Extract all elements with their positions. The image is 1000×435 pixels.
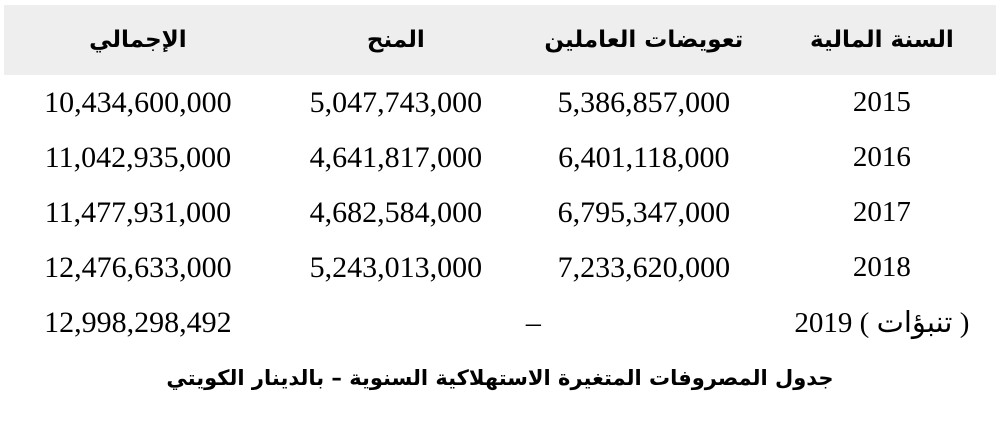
column-header-grants: المنح: [366, 27, 425, 53]
column-header-employee-compensation: تعويضات العاملين: [544, 27, 744, 53]
cell-grants: 5,243,013,000: [309, 250, 483, 284]
table-row-2017: 2017 6,795,347,000 4,682,584,000 11,477,…: [4, 185, 996, 240]
table-row-2016: 2016 6,401,118,000 4,641,817,000 11,042,…: [4, 130, 996, 185]
cell-fiscal-year: 2018: [852, 251, 911, 283]
cell-grants: 4,641,817,000: [309, 140, 483, 174]
table-row-2015: 2015 5,386,857,000 5,047,743,000 10,434,…: [4, 75, 996, 130]
cell-fiscal-year: ( تنبؤات ) 2019: [794, 307, 970, 339]
cell-grants: 4,682,584,000: [309, 195, 483, 229]
cell-total: 11,042,935,000: [44, 140, 232, 174]
cell-employee-compensation: 6,795,347,000: [557, 195, 731, 229]
column-header-total: الإجمالي: [89, 27, 187, 53]
table-row-2019-forecast: ( تنبؤات ) 2019 – 12,998,298,492: [4, 295, 996, 350]
table-row-2018: 2018 7,233,620,000 5,243,013,000 12,476,…: [4, 240, 996, 295]
cell-total: 10,434,600,000: [44, 85, 232, 119]
cell-employee-compensation: 6,401,118,000: [558, 140, 730, 174]
column-header-fiscal-year: السنة المالية: [810, 27, 954, 53]
cell-total: 12,998,298,492: [44, 305, 232, 339]
cell-grants: 5,047,743,000: [309, 85, 483, 119]
cell-grants: [272, 295, 520, 350]
cell-employee-compensation: 7,233,620,000: [557, 250, 731, 284]
table-header-row: السنة المالية تعويضات العاملين المنح الإ…: [4, 5, 996, 75]
expenses-table: السنة المالية تعويضات العاملين المنح الإ…: [4, 5, 996, 350]
cell-fiscal-year: 2016: [852, 141, 911, 173]
cell-employee-compensation: –: [525, 305, 541, 339]
cell-fiscal-year: 2015: [852, 86, 911, 118]
cell-fiscal-year: 2017: [852, 196, 911, 228]
cell-employee-compensation: 5,386,857,000: [557, 85, 731, 119]
table-caption: جدول المصروفات المتغيرة الاستهلاكية السن…: [166, 366, 834, 390]
cell-total: 12,476,633,000: [44, 250, 232, 284]
cell-total: 11,477,931,000: [44, 195, 232, 229]
